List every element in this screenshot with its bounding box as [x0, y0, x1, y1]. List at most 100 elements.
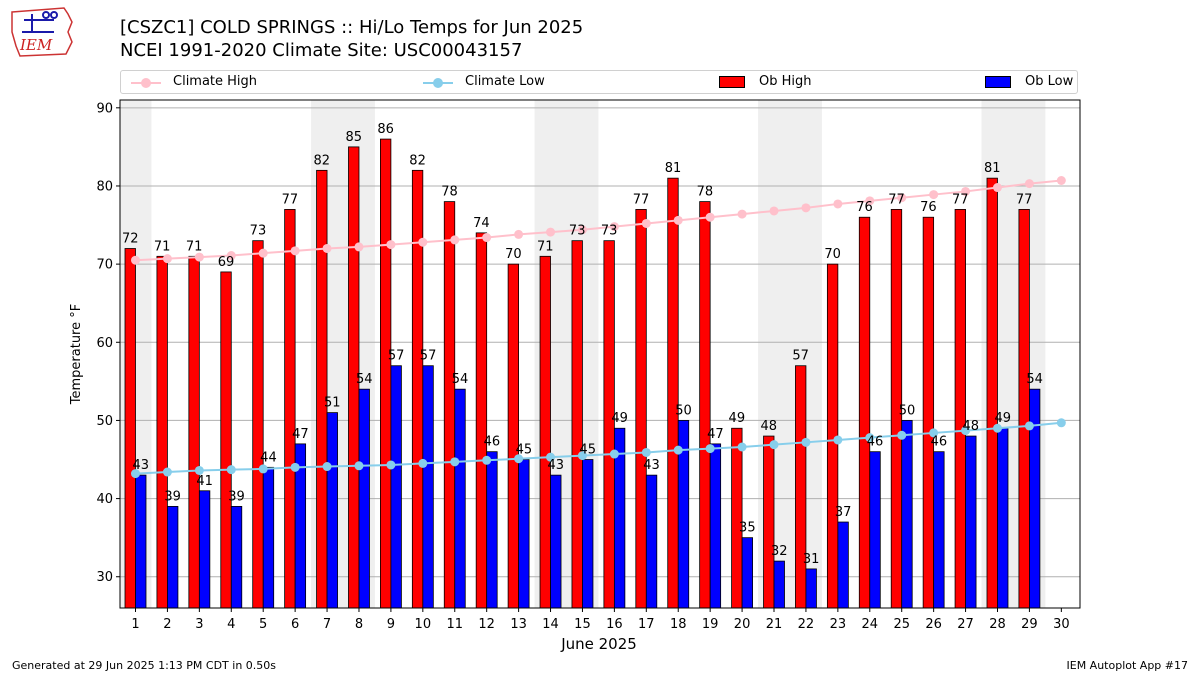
- ob-low-bar: [518, 459, 530, 609]
- climate-low-point: [514, 454, 524, 464]
- ob-high-bar: [795, 365, 807, 609]
- climate-low-point: [641, 447, 651, 457]
- ob-low-label: 48: [963, 419, 980, 434]
- legend-label: Climate High: [173, 74, 258, 89]
- ob-low-label: 46: [931, 435, 948, 450]
- ob-high-label: 69: [218, 255, 235, 270]
- ob-low-bar: [837, 521, 849, 609]
- climate-low-point: [450, 457, 460, 467]
- ob-low-bar: [582, 459, 594, 609]
- ob-low-label: 39: [164, 489, 181, 504]
- ob-low-label: 44: [260, 450, 277, 465]
- ob-low-bar: [933, 451, 945, 609]
- ob-low-label: 43: [132, 458, 149, 473]
- ob-high-bar: [220, 271, 232, 609]
- climate-low-point: [1024, 421, 1034, 431]
- ob-high-bar: [411, 169, 424, 609]
- climate-low-point: [1056, 418, 1066, 428]
- ob-low-bar: [997, 427, 1009, 609]
- ob-high-bar: [699, 201, 711, 609]
- climate-high-point: [865, 196, 875, 206]
- y-tick-label: 80: [96, 179, 113, 194]
- ob-low-label: 49: [994, 411, 1011, 426]
- plot-frame: [119, 99, 1081, 609]
- climate-high-point: [577, 225, 587, 235]
- ob-low-bar: [454, 388, 466, 609]
- ob-high-label: 57: [792, 349, 809, 364]
- ob-high-swatch: [719, 76, 745, 88]
- ob-low-bar: [230, 505, 243, 609]
- ob-low-label: 46: [484, 435, 501, 450]
- x-tick-label: 30: [1053, 617, 1070, 632]
- climate-high-point: [386, 240, 396, 250]
- logo-text: IEM: [19, 36, 53, 54]
- ob-low-label: 43: [548, 458, 565, 473]
- ob-high-label: 74: [473, 216, 490, 231]
- climate-low-point: [290, 462, 300, 472]
- x-tick-label: 11: [446, 617, 463, 632]
- ob-high-bar: [284, 209, 296, 609]
- ob-low-label: 41: [196, 474, 213, 489]
- climate-high-point: [450, 235, 460, 245]
- climate-high-point: [1024, 179, 1034, 189]
- ob-high-label: 78: [697, 185, 714, 200]
- climate-low-point: [418, 458, 428, 468]
- climate-high-marker-swatch: [141, 78, 151, 88]
- ob-low-bar: [167, 505, 179, 609]
- ob-high-label: 77: [888, 192, 905, 207]
- ob-high-label: 85: [345, 130, 362, 145]
- ob-low-bar: [773, 560, 785, 609]
- ob-high-label: 71: [154, 239, 171, 254]
- x-tick-label: 23: [830, 617, 847, 632]
- climate-high-point: [897, 193, 907, 203]
- y-axis-label: Temperature °F: [69, 304, 84, 405]
- ob-high-bar: [986, 177, 998, 609]
- ob-high-bar: [954, 209, 966, 609]
- climate-high-point: [482, 233, 492, 243]
- legend: Climate High Climate Low Ob High Ob Low: [120, 70, 1078, 94]
- ob-high-label: 81: [665, 161, 682, 176]
- ob-high-label: 76: [856, 200, 873, 215]
- ob-low-bar: [422, 365, 434, 609]
- ob-high-bar: [380, 138, 392, 609]
- ob-low-label: 31: [803, 552, 820, 567]
- x-tick-label: 26: [925, 617, 942, 632]
- ob-high-label: 81: [984, 161, 1001, 176]
- x-axis-label: June 2025: [560, 635, 637, 653]
- x-tick-label: 12: [478, 617, 495, 632]
- ob-low-label: 50: [899, 403, 916, 418]
- climate-low-point: [992, 423, 1002, 433]
- climate-low-point: [131, 469, 140, 479]
- ob-low-label: 43: [643, 458, 660, 473]
- x-tick-label: 6: [291, 617, 299, 632]
- y-tick-label: 60: [96, 336, 113, 351]
- x-tick-label: 13: [510, 617, 527, 632]
- climate-low-point: [737, 442, 747, 452]
- ob-low-label: 54: [1026, 372, 1043, 387]
- x-tick-label: 5: [259, 617, 267, 632]
- climate-low-point: [322, 462, 332, 472]
- climate-low-point: [961, 426, 971, 436]
- ob-high-bar: [922, 216, 935, 609]
- ob-low-label: 54: [452, 372, 469, 387]
- ob-high-label: 73: [569, 224, 586, 239]
- x-tick-label: 15: [574, 617, 591, 632]
- app-credit: IEM Autoplot App #17: [1066, 659, 1189, 672]
- y-tick-label: 40: [96, 492, 113, 507]
- climate-high-point: [961, 186, 971, 196]
- legend-label: Ob Low: [1025, 74, 1074, 89]
- ob-low-label: 32: [771, 544, 788, 559]
- climate-high-point: [322, 243, 332, 253]
- ob-low-bar: [645, 474, 658, 609]
- y-tick-label: 70: [96, 258, 113, 273]
- ob-low-label: 39: [228, 489, 245, 504]
- climate-low-point: [865, 433, 875, 443]
- ob-low-bar: [869, 451, 881, 609]
- ob-low-bar: [262, 466, 275, 609]
- ob-high-label: 73: [250, 224, 267, 239]
- ob-low-label: 37: [835, 505, 852, 520]
- ob-low-bar: [486, 451, 498, 609]
- climate-low-point: [897, 430, 907, 440]
